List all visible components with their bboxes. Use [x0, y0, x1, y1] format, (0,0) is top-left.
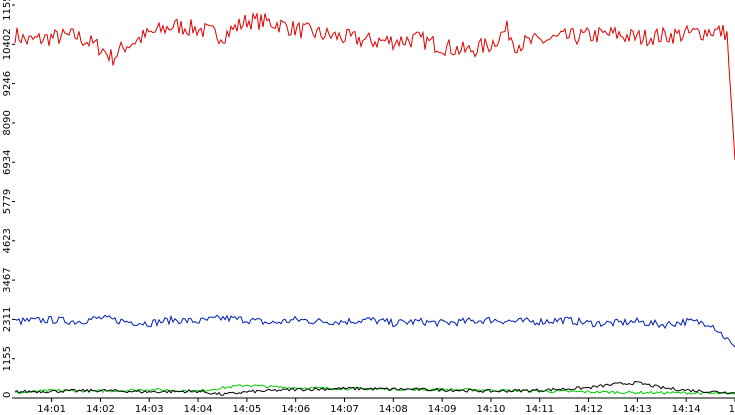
series-line-4	[14, 380, 735, 396]
y-tick-label: 11558	[2, 0, 13, 21]
x-tick-label: 14:09	[428, 404, 457, 415]
x-tick-label: 14:14	[672, 404, 701, 415]
x-tick-label: 14:08	[379, 404, 408, 415]
x-tick-label: 14:07	[330, 404, 359, 415]
x-tick-layer: 14:01 14:02 14:03 14:04 14:05 14:06 14:07 14:08…	[37, 398, 735, 415]
y-tick-label: 5779	[2, 189, 13, 214]
y-tick-label: 8090	[2, 110, 13, 135]
x-tick-label: 14:04	[184, 404, 213, 415]
y-tick-layer: 0 1155 2311 3467 4623 5779 6934 8090 9246 10402 11…	[2, 0, 15, 399]
series-line-3	[14, 384, 735, 396]
y-tick-label: 3467	[2, 267, 13, 292]
x-tick-label: 14:06	[281, 404, 310, 415]
y-tick-label: 9246	[2, 71, 13, 96]
y-tick-label: 2311	[2, 307, 13, 332]
series-line-2	[14, 314, 735, 348]
x-tick-label: 14:12	[574, 404, 603, 415]
series-layer	[14, 11, 735, 396]
x-tick-label: 14:13	[623, 404, 652, 415]
x-tick-label: 14:05	[232, 404, 261, 415]
x-tick-label: 14:01	[37, 404, 66, 415]
x-tick-label: 14	[729, 404, 735, 415]
y-tick-label: 6934	[2, 150, 13, 175]
x-tick-label: 14:10	[477, 404, 506, 415]
series-line-1	[14, 11, 735, 161]
y-tick-label: 0	[2, 392, 13, 398]
x-tick-label: 14:11	[525, 404, 554, 415]
y-tick-label: 4623	[2, 228, 13, 253]
y-tick-label: 10402	[2, 28, 13, 60]
x-tick-label: 14:02	[86, 404, 115, 415]
x-tick-label: 14:03	[135, 404, 164, 415]
y-tick-label: 1155	[2, 346, 13, 371]
